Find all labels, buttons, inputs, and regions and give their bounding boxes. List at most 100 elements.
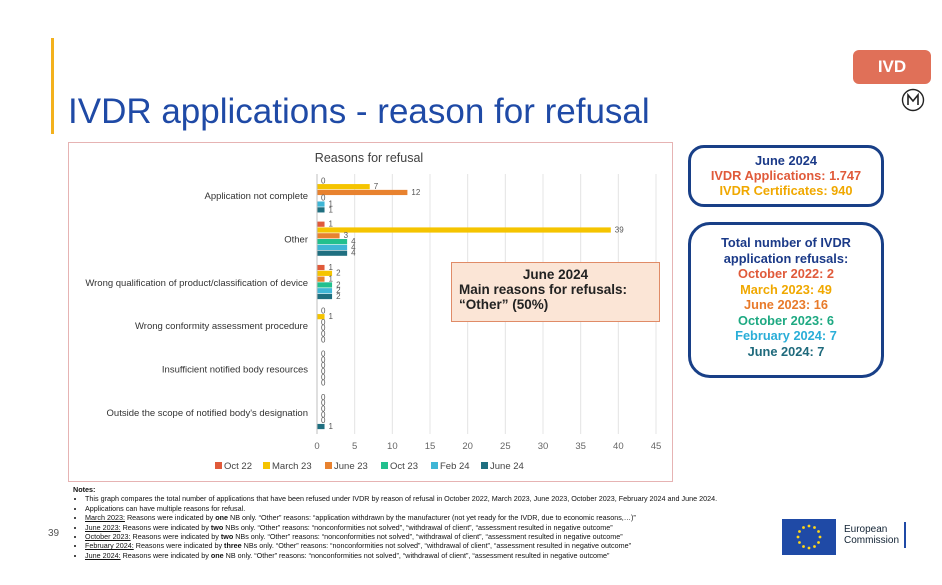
- note-text: Reasons were indicated by: [130, 532, 221, 542]
- note-bold: one: [210, 550, 224, 560]
- ec-logo-text: European Commission: [844, 524, 899, 546]
- data-label: 0: [321, 373, 326, 382]
- data-label: 0: [321, 361, 326, 370]
- note-text: NBs only. “Other” reasons: “nonconformit…: [241, 541, 631, 551]
- note-bold: one: [215, 513, 229, 523]
- bar: [317, 423, 325, 430]
- legend-label: Oct 22: [224, 461, 252, 472]
- callout-box: June 2024 Main reasons for refusals: “Ot…: [451, 262, 660, 322]
- refusals-oct23: October 2023: 6: [737, 312, 835, 328]
- refusals-feb24: February 2024: 7: [735, 328, 837, 343]
- summary-applications: IVDR Applications: 1.747: [710, 168, 862, 183]
- ec-divider: [904, 522, 906, 548]
- note-text: NB only. “Other” reasons: “nonconformiti…: [223, 550, 610, 560]
- refusals-heading-1: Total number of IVDR: [721, 235, 851, 250]
- data-label: 2: [336, 269, 341, 278]
- data-label: 0: [321, 350, 326, 359]
- data-label: 4: [351, 237, 356, 246]
- x-tick-label: 40: [613, 441, 624, 452]
- note-item: February 2024: Reasons were indicated by…: [85, 541, 893, 550]
- data-label: 39: [615, 225, 624, 234]
- category-label: Wrong conformity assessment procedure: [135, 321, 308, 332]
- bar: [317, 264, 325, 271]
- notes: Notes: This graph compares the total num…: [73, 485, 893, 560]
- note-text: This graph compares the total number of …: [85, 494, 718, 504]
- data-label: 1: [329, 263, 334, 272]
- bar: [317, 288, 333, 294]
- summary-box: June 2024 IVDR Applications: 1.747 IVDR …: [688, 145, 884, 207]
- data-label: 0: [321, 324, 326, 333]
- bar: [317, 293, 333, 300]
- refusals-box: Total number of IVDR application refusal…: [688, 222, 884, 378]
- chart-title: Reasons for refusal: [315, 151, 423, 165]
- note-label: October 2023:: [85, 532, 131, 542]
- data-label: 0: [321, 329, 326, 338]
- data-label: 1: [329, 220, 334, 229]
- note-item: June 2024: Reasons were indicated by one…: [85, 551, 893, 560]
- refusals-oct22: October 2022: 2: [737, 266, 835, 281]
- category-label: Other: [284, 235, 308, 246]
- bar: [317, 207, 325, 213]
- data-label: 0: [321, 410, 326, 419]
- data-label: 7: [374, 182, 379, 191]
- data-label: 2: [336, 280, 341, 289]
- note-text: Reasons were indicated by: [124, 513, 216, 523]
- data-label: 0: [321, 393, 326, 402]
- bar: [317, 201, 325, 207]
- data-label: 4: [351, 243, 356, 252]
- bar: [317, 221, 325, 227]
- callout-line3: “Other” (50%): [459, 297, 549, 312]
- legend-swatch: [481, 462, 488, 469]
- bar: [317, 276, 325, 282]
- note-text: Reasons were indicated by: [120, 550, 211, 560]
- legend-label: Feb 24: [440, 461, 470, 472]
- note-item: Applications can have multiple reasons f…: [85, 504, 893, 513]
- legend-label: June 24: [490, 461, 524, 472]
- note-item: This graph compares the total number of …: [85, 494, 893, 503]
- x-tick-label: 30: [538, 441, 549, 452]
- note-label: June 2023:: [85, 522, 121, 532]
- accent-bar: [51, 38, 54, 134]
- legend-label: Oct 23: [390, 461, 418, 472]
- bar: [317, 314, 325, 320]
- data-label: 2: [336, 292, 341, 301]
- legend-swatch: [263, 462, 270, 469]
- bar: [317, 227, 611, 233]
- category-label: Wrong qualification of product/classific…: [85, 278, 308, 289]
- refusals-jun23: June 2023: 16: [744, 297, 828, 312]
- note-text: NB only. “Other” reasons: “application w…: [228, 513, 636, 523]
- x-tick-label: 10: [387, 441, 398, 452]
- legend-label: March 23: [272, 461, 312, 472]
- notes-heading: Notes:: [73, 485, 96, 494]
- legend-label: June 23: [334, 461, 368, 472]
- x-tick-label: 35: [575, 441, 586, 452]
- note-label: June 2024:: [85, 550, 121, 560]
- note-label: February 2024:: [85, 541, 134, 551]
- bar: [317, 184, 370, 190]
- x-tick-label: 0: [314, 441, 319, 452]
- page-title: IVDR applications - reason for refusal: [68, 92, 650, 131]
- data-label: 0: [321, 405, 326, 414]
- data-label: 3: [344, 231, 349, 240]
- data-label: 0: [321, 379, 326, 388]
- summary-heading: June 2024: [755, 153, 817, 168]
- m-circle-icon: [901, 88, 925, 112]
- x-tick-label: 5: [352, 441, 357, 452]
- data-label: 0: [321, 318, 326, 327]
- data-label: 0: [321, 176, 326, 185]
- ec-logo-line2: Commission: [844, 535, 900, 546]
- bar: [317, 239, 348, 245]
- note-text: NBs only. “Other” reasons: “nonconformit…: [233, 532, 623, 542]
- note-text: Applications can have multiple reasons f…: [85, 503, 246, 513]
- data-label: 0: [321, 194, 326, 203]
- data-label: 1: [329, 422, 334, 431]
- note-label: March 2023:: [85, 513, 125, 523]
- note-text: NBs only. “Other” reasons: “nonconformit…: [223, 522, 613, 532]
- note-item: June 2023: Reasons were indicated by two…: [85, 523, 893, 532]
- data-label: 0: [321, 335, 326, 344]
- page-number: 39: [48, 528, 60, 539]
- data-label: 1: [329, 199, 334, 208]
- ec-logo-line1: European: [844, 524, 888, 535]
- legend-swatch: [381, 462, 388, 469]
- bar: [317, 233, 340, 239]
